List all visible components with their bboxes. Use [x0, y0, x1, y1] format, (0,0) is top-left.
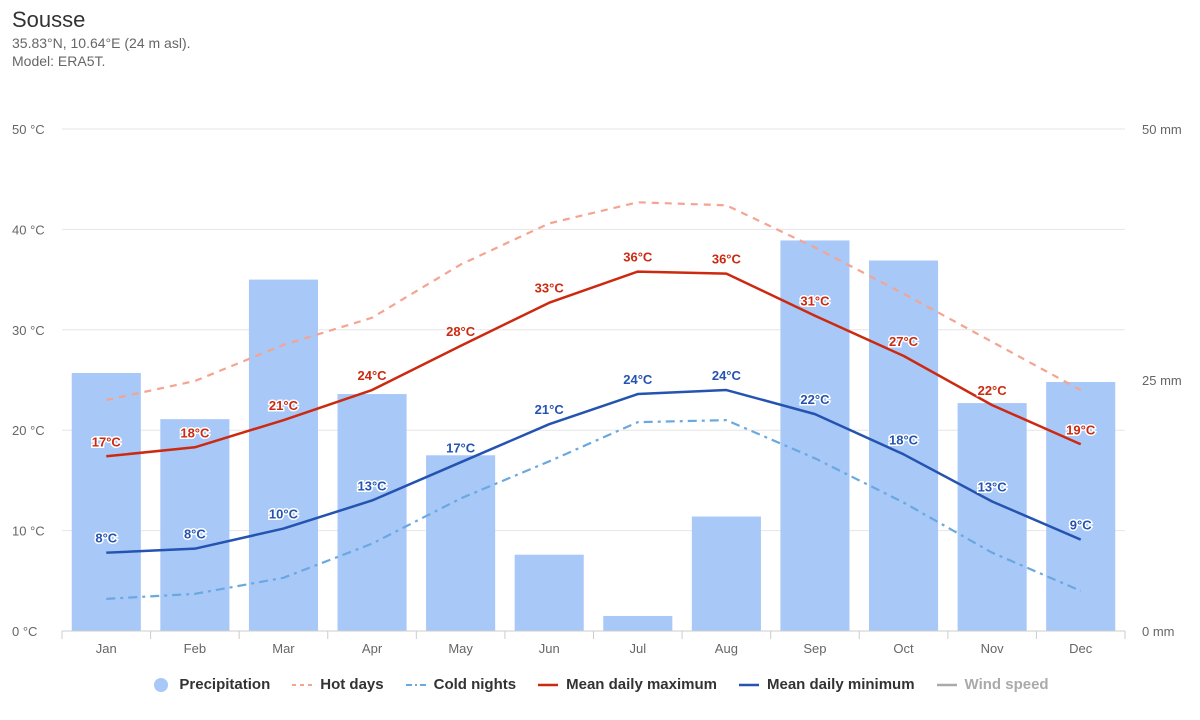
- mean-min-data-label: 24°C: [623, 372, 653, 387]
- mean-max-data-label: 19°C: [1066, 422, 1096, 437]
- legend-label: Hot days: [320, 676, 384, 693]
- y-tick-label: 40 °C: [12, 222, 45, 237]
- wind-speed-legend-icon: [936, 683, 957, 686]
- y-tick-label: 30 °C: [12, 323, 45, 338]
- mean-min-data-label: 24°C: [712, 368, 742, 383]
- chart-legend: Precipitation Hot days Cold nights Mean …: [0, 676, 1200, 693]
- precipitation-bar: [426, 455, 496, 631]
- mean-min-data-label: 21°C: [535, 402, 565, 417]
- precipitation-bar: [71, 372, 141, 631]
- precipitation-bar: [1046, 382, 1116, 631]
- x-tick-label: Aug: [715, 641, 738, 656]
- mean-min-data-label: 18°C: [889, 432, 919, 447]
- legend-label: Cold nights: [433, 676, 517, 693]
- y2-tick-label: 25 mm: [1142, 373, 1182, 388]
- location-title: Sousse: [12, 7, 86, 32]
- y2-tick-label: 0 mm: [1142, 624, 1175, 639]
- precipitation-bar: [514, 554, 584, 631]
- y-tick-label: 50 °C: [12, 122, 45, 137]
- x-tick-label: May: [448, 641, 473, 656]
- hot-days-legend-icon: [292, 683, 313, 686]
- hot-days-line: [106, 201, 1082, 402]
- legend-cold-nights[interactable]: Cold nights: [405, 676, 517, 693]
- chart-header: Sousse 35.83°N, 10.64°E (24 m asl). Mode…: [12, 6, 191, 70]
- x-tick-label: Jan: [96, 641, 117, 656]
- mean-max-data-label: 31°C: [800, 294, 830, 309]
- legend-precipitation[interactable]: Precipitation: [151, 676, 270, 693]
- mean-min-data-label: 13°C: [358, 478, 388, 493]
- mean-max-legend-icon: [538, 683, 559, 686]
- x-tick-label: Sep: [803, 641, 826, 656]
- precipitation-legend-icon: [154, 677, 169, 692]
- mean-max-data-label: 36°C: [712, 252, 742, 267]
- x-tick-label: Jul: [629, 641, 646, 656]
- mean-max-data-label: 22°C: [978, 383, 1008, 398]
- legend-hot-days[interactable]: Hot days: [292, 676, 384, 693]
- x-tick-label: Apr: [362, 641, 383, 656]
- x-tick-label: Mar: [272, 641, 295, 656]
- y2-tick-label: 50 mm: [1142, 122, 1182, 137]
- mean-min-data-label: 17°C: [446, 440, 476, 455]
- mean-min-data-label: 8°C: [184, 527, 206, 542]
- mean-min-line: [106, 388, 1082, 554]
- x-tick-label: Oct: [893, 641, 914, 656]
- climate-chart: 17°C 18°C 21°C 24°C 28°C 33°C 36°C 36°C 31°C 27°C…: [12, 122, 1182, 656]
- mean-max-data-label: 27°C: [889, 334, 919, 349]
- mean-min-data-label: 22°C: [800, 392, 830, 407]
- precipitation-bar: [691, 516, 761, 631]
- y-tick-label: 10 °C: [12, 524, 45, 539]
- cold-nights-legend-icon: [405, 683, 426, 686]
- mean-min-data-label: 13°C: [978, 479, 1008, 494]
- mean-max-data-label: 28°C: [446, 324, 476, 339]
- mean-max-data-label: 17°C: [92, 434, 122, 449]
- mean-min-legend-icon: [739, 683, 759, 686]
- legend-wind-speed[interactable]: Wind speed: [936, 676, 1049, 693]
- x-tick-label: Nov: [981, 641, 1005, 656]
- mean-min-data-label: 8°C: [95, 531, 117, 546]
- legend-label: Mean daily maximum: [566, 676, 717, 693]
- mean-min-data-label: 10°C: [269, 507, 299, 522]
- mean-max-data-label: 18°C: [180, 425, 210, 440]
- mean-min-data-label: 9°C: [1070, 518, 1092, 533]
- model-text: Model: ERA5T.: [12, 53, 106, 69]
- precipitation-bar: [957, 403, 1027, 631]
- legend-label: Mean daily minimum: [767, 676, 915, 693]
- mean-max-data-label: 36°C: [623, 250, 653, 265]
- legend-mean-max[interactable]: Mean daily maximum: [538, 676, 717, 693]
- y-tick-label: 0 °C: [12, 624, 37, 639]
- precipitation-bar: [603, 615, 673, 631]
- coordinates-text: 35.83°N, 10.64°E (24 m asl).: [12, 35, 191, 51]
- precipitation-bar: [337, 394, 407, 631]
- mean-max-data-label: 21°C: [269, 398, 299, 413]
- x-tick-label: Feb: [184, 641, 206, 656]
- mean-max-data-label: 33°C: [535, 281, 565, 296]
- x-tick-label: Jun: [539, 641, 560, 656]
- mean-max-data-label: 24°C: [358, 368, 388, 383]
- precipitation-bar: [160, 419, 230, 631]
- x-tick-label: Dec: [1069, 641, 1093, 656]
- legend-label: Precipitation: [179, 676, 271, 693]
- mean-max-line: [106, 270, 1082, 458]
- legend-mean-min[interactable]: Mean daily minimum: [739, 676, 915, 693]
- precipitation-bar: [868, 260, 939, 631]
- y-tick-label: 20 °C: [12, 423, 45, 438]
- legend-label: Wind speed: [964, 676, 1049, 693]
